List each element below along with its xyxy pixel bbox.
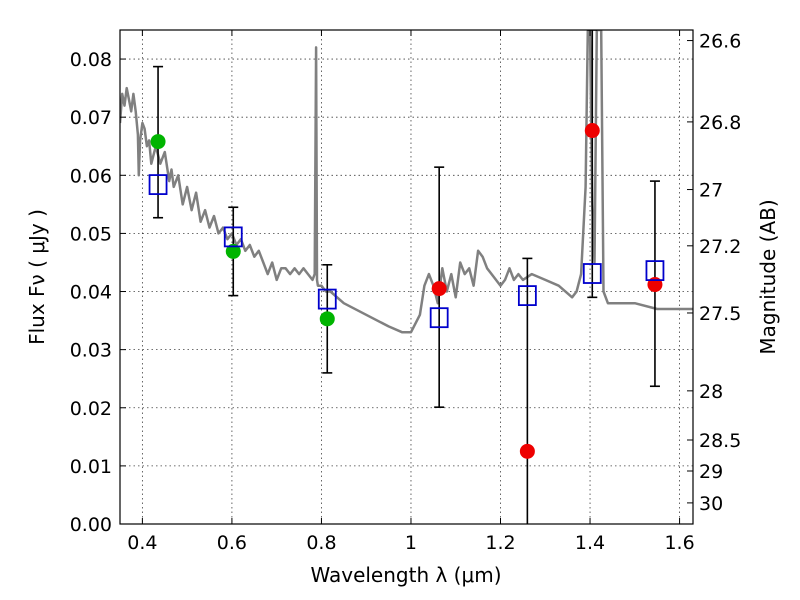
y2-tick-label: 29 [699, 461, 723, 483]
model-flux-square [429, 307, 449, 329]
y-axis-title: Flux Fν ( μJy ) [25, 209, 49, 345]
y-tick-label: 0.07 [70, 107, 112, 129]
y-axis-ticks: 0.00 0.01 0.02 0.03 0.04 0.05 0.06 0.07 0.08 [70, 49, 126, 536]
x-tick-label: 0.4 [127, 532, 157, 554]
y-tick-label: 0.06 [70, 165, 112, 187]
y2-axis-title: Magnitude (AB) [756, 199, 780, 354]
y-tick-label: 0.01 [70, 456, 112, 478]
model-flux-square [317, 288, 337, 310]
x-axis-title: Wavelength λ (μm) [310, 563, 501, 587]
observed-flux-point [150, 134, 166, 150]
observed-flux-point [225, 243, 241, 259]
unclipped-marks [148, 123, 665, 459]
x-tick-label: 1.4 [575, 532, 605, 554]
plot-background [120, 30, 693, 524]
y-tick-label: 0.08 [70, 49, 112, 71]
y-tick-label: 0.00 [70, 514, 112, 536]
observed-flux-point [431, 281, 447, 297]
x-axis-ticks: 0.4 0.6 0.8 1 1.2 1.4 1.6 [127, 30, 695, 554]
plot-area [120, 30, 693, 524]
model-flux-square [517, 285, 537, 306]
model-flux-square [148, 174, 168, 195]
y2-tick-label: 30 [699, 493, 723, 515]
y-tick-label: 0.05 [70, 223, 112, 245]
grid-lines [120, 30, 693, 525]
x-tick-label: 1.2 [485, 532, 515, 554]
y-tick-label: 0.04 [70, 282, 112, 304]
observed-flux-point [519, 443, 535, 459]
y2-tick-label: 27.2 [699, 236, 741, 258]
y2-axis-ticks: 26.6 26.8 27 27.2 27.5 28 28.5 29 30 [687, 31, 741, 515]
observed-flux-point [319, 311, 335, 327]
x-tick-label: 1.6 [664, 532, 694, 554]
y2-tick-label: 27.5 [699, 303, 741, 325]
y2-tick-label: 26.6 [699, 31, 741, 53]
model-flux-square [645, 260, 665, 282]
y-tick-label: 0.02 [70, 398, 112, 420]
y2-tick-label: 26.8 [699, 112, 741, 134]
x-tick-label: 0.6 [217, 532, 247, 554]
model-flux-square [582, 263, 602, 284]
y2-tick-label: 28 [699, 381, 723, 403]
plot-frame [119, 29, 694, 525]
observed-flux-point [584, 123, 600, 139]
x-tick-label: 0.8 [306, 532, 336, 554]
x-tick-label: 1 [405, 532, 417, 554]
y2-tick-label: 28.5 [699, 430, 741, 452]
model-spectrum-line [120, 30, 693, 334]
y-tick-label: 0.03 [70, 340, 112, 362]
y2-tick-label: 27 [699, 180, 723, 202]
model-flux-square [223, 226, 243, 248]
